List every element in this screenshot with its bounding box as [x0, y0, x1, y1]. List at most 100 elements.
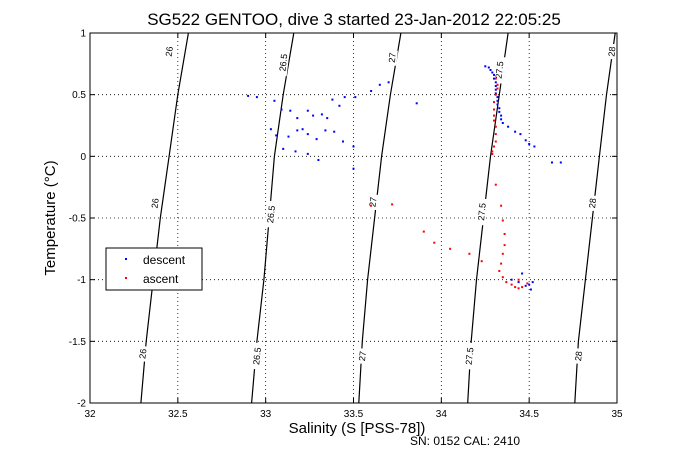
point-descent: [491, 71, 494, 74]
point-descent: [306, 109, 309, 112]
point-descent: [493, 73, 495, 76]
point-ascent: [500, 262, 503, 265]
contour-label-background: [136, 345, 149, 362]
point-ascent: [493, 101, 495, 104]
x-tick-label: 32: [84, 409, 96, 420]
point-descent: [315, 138, 318, 141]
point-ascent: [493, 145, 495, 148]
point-descent: [370, 90, 373, 92]
y-tick-label: -2: [77, 399, 86, 410]
legend-label-descent: descent: [143, 253, 186, 267]
x-tick-label: 35: [611, 409, 623, 420]
point-ascent: [500, 204, 503, 207]
point-descent: [559, 161, 562, 164]
point-descent: [500, 114, 503, 117]
contour-label: 26.5: [265, 205, 277, 224]
point-descent: [294, 150, 297, 153]
chart-title: SG522 GENTOO, dive 3 started 23-Jan-2012…: [147, 10, 561, 29]
contour-label: 26: [164, 46, 175, 57]
contour-label: 28: [573, 351, 584, 362]
contour-label-background: [276, 48, 290, 77]
contour-label-group: 26.5: [250, 342, 264, 370]
point-descent: [354, 96, 357, 99]
contour-label: 28: [606, 46, 617, 57]
y-axis-label: Temperature (°C): [42, 160, 59, 275]
point-ascent: [370, 204, 373, 207]
contour-label-background: [572, 348, 585, 365]
contour-label-group: 27.5: [492, 56, 506, 84]
point-ascent: [494, 133, 497, 136]
legend: descent ascent: [105, 247, 203, 291]
point-descent: [296, 129, 299, 132]
point-descent: [312, 114, 315, 117]
contour-label-group: 28: [605, 43, 618, 60]
y-tick-label: -1.5: [69, 337, 87, 348]
point-ascent: [468, 252, 471, 255]
point-descent: [514, 130, 517, 133]
y-tick-label: 0.5: [72, 90, 86, 101]
point-ascent: [494, 183, 497, 186]
point-ascent: [517, 287, 520, 290]
point-descent: [533, 145, 536, 148]
serial-calibration-text: SN: 0152 CAL: 2410: [410, 434, 520, 448]
contour-label: 26.5: [277, 53, 289, 72]
point-ascent: [526, 282, 529, 285]
contour-label-group: 28: [586, 195, 599, 212]
point-descent: [517, 281, 520, 284]
contour-label-background: [586, 195, 599, 212]
point-ascent: [501, 252, 504, 255]
x-tick-label: 34: [436, 409, 448, 420]
point-descent: [498, 110, 501, 113]
point-ascent: [493, 119, 495, 122]
contour-label-group: 27.5: [475, 198, 489, 226]
contour-label-background: [366, 193, 379, 211]
contour-label-background: [163, 43, 176, 60]
x-axis-label: Salinity (S [PSS-78]): [289, 420, 426, 437]
point-descent: [247, 94, 250, 97]
point-ascent: [505, 281, 508, 284]
point-ascent: [433, 241, 436, 244]
point-descent: [326, 117, 329, 120]
legend-marker-ascent: [125, 277, 127, 279]
y-tick-label: 1: [80, 29, 86, 40]
point-ascent: [521, 286, 524, 289]
point-descent: [301, 128, 304, 131]
point-ascent: [449, 247, 452, 250]
contour-label: 27: [367, 196, 378, 207]
point-descent: [500, 118, 503, 121]
point-descent: [287, 135, 290, 138]
point-ascent: [491, 152, 494, 155]
point-ascent: [491, 150, 494, 153]
contour-label-background: [264, 200, 278, 228]
point-descent: [493, 77, 495, 80]
y-tick-label: -1: [77, 275, 86, 286]
point-descent: [275, 134, 278, 137]
point-descent: [255, 96, 258, 99]
point-descent: [551, 161, 553, 164]
y-axis-ticks: -2 -1.5 -1 -0.5 0 0.5 1: [69, 29, 617, 410]
point-descent: [494, 85, 497, 87]
contour-label-group: 28: [572, 348, 585, 365]
point-descent: [519, 133, 522, 136]
contour-label-group: 26: [149, 195, 161, 212]
contour-label: 26: [150, 198, 161, 209]
point-descent: [531, 281, 534, 284]
point-ascent: [391, 203, 394, 206]
point-descent: [484, 65, 487, 68]
point-descent: [317, 159, 320, 161]
point-descent: [528, 283, 531, 286]
point-descent: [387, 81, 390, 84]
point-ascent: [510, 283, 513, 286]
contour-label: 28: [587, 198, 598, 209]
point-descent: [296, 117, 299, 120]
point-descent: [496, 96, 499, 99]
point-ascent: [498, 270, 501, 272]
point-descent: [320, 113, 323, 116]
density-contour-line: [358, 32, 402, 404]
point-descent: [269, 128, 272, 131]
contour-label-group: 26: [163, 43, 176, 60]
point-descent: [289, 109, 292, 112]
contour-label-group: 27: [366, 193, 379, 211]
point-descent: [494, 92, 497, 95]
